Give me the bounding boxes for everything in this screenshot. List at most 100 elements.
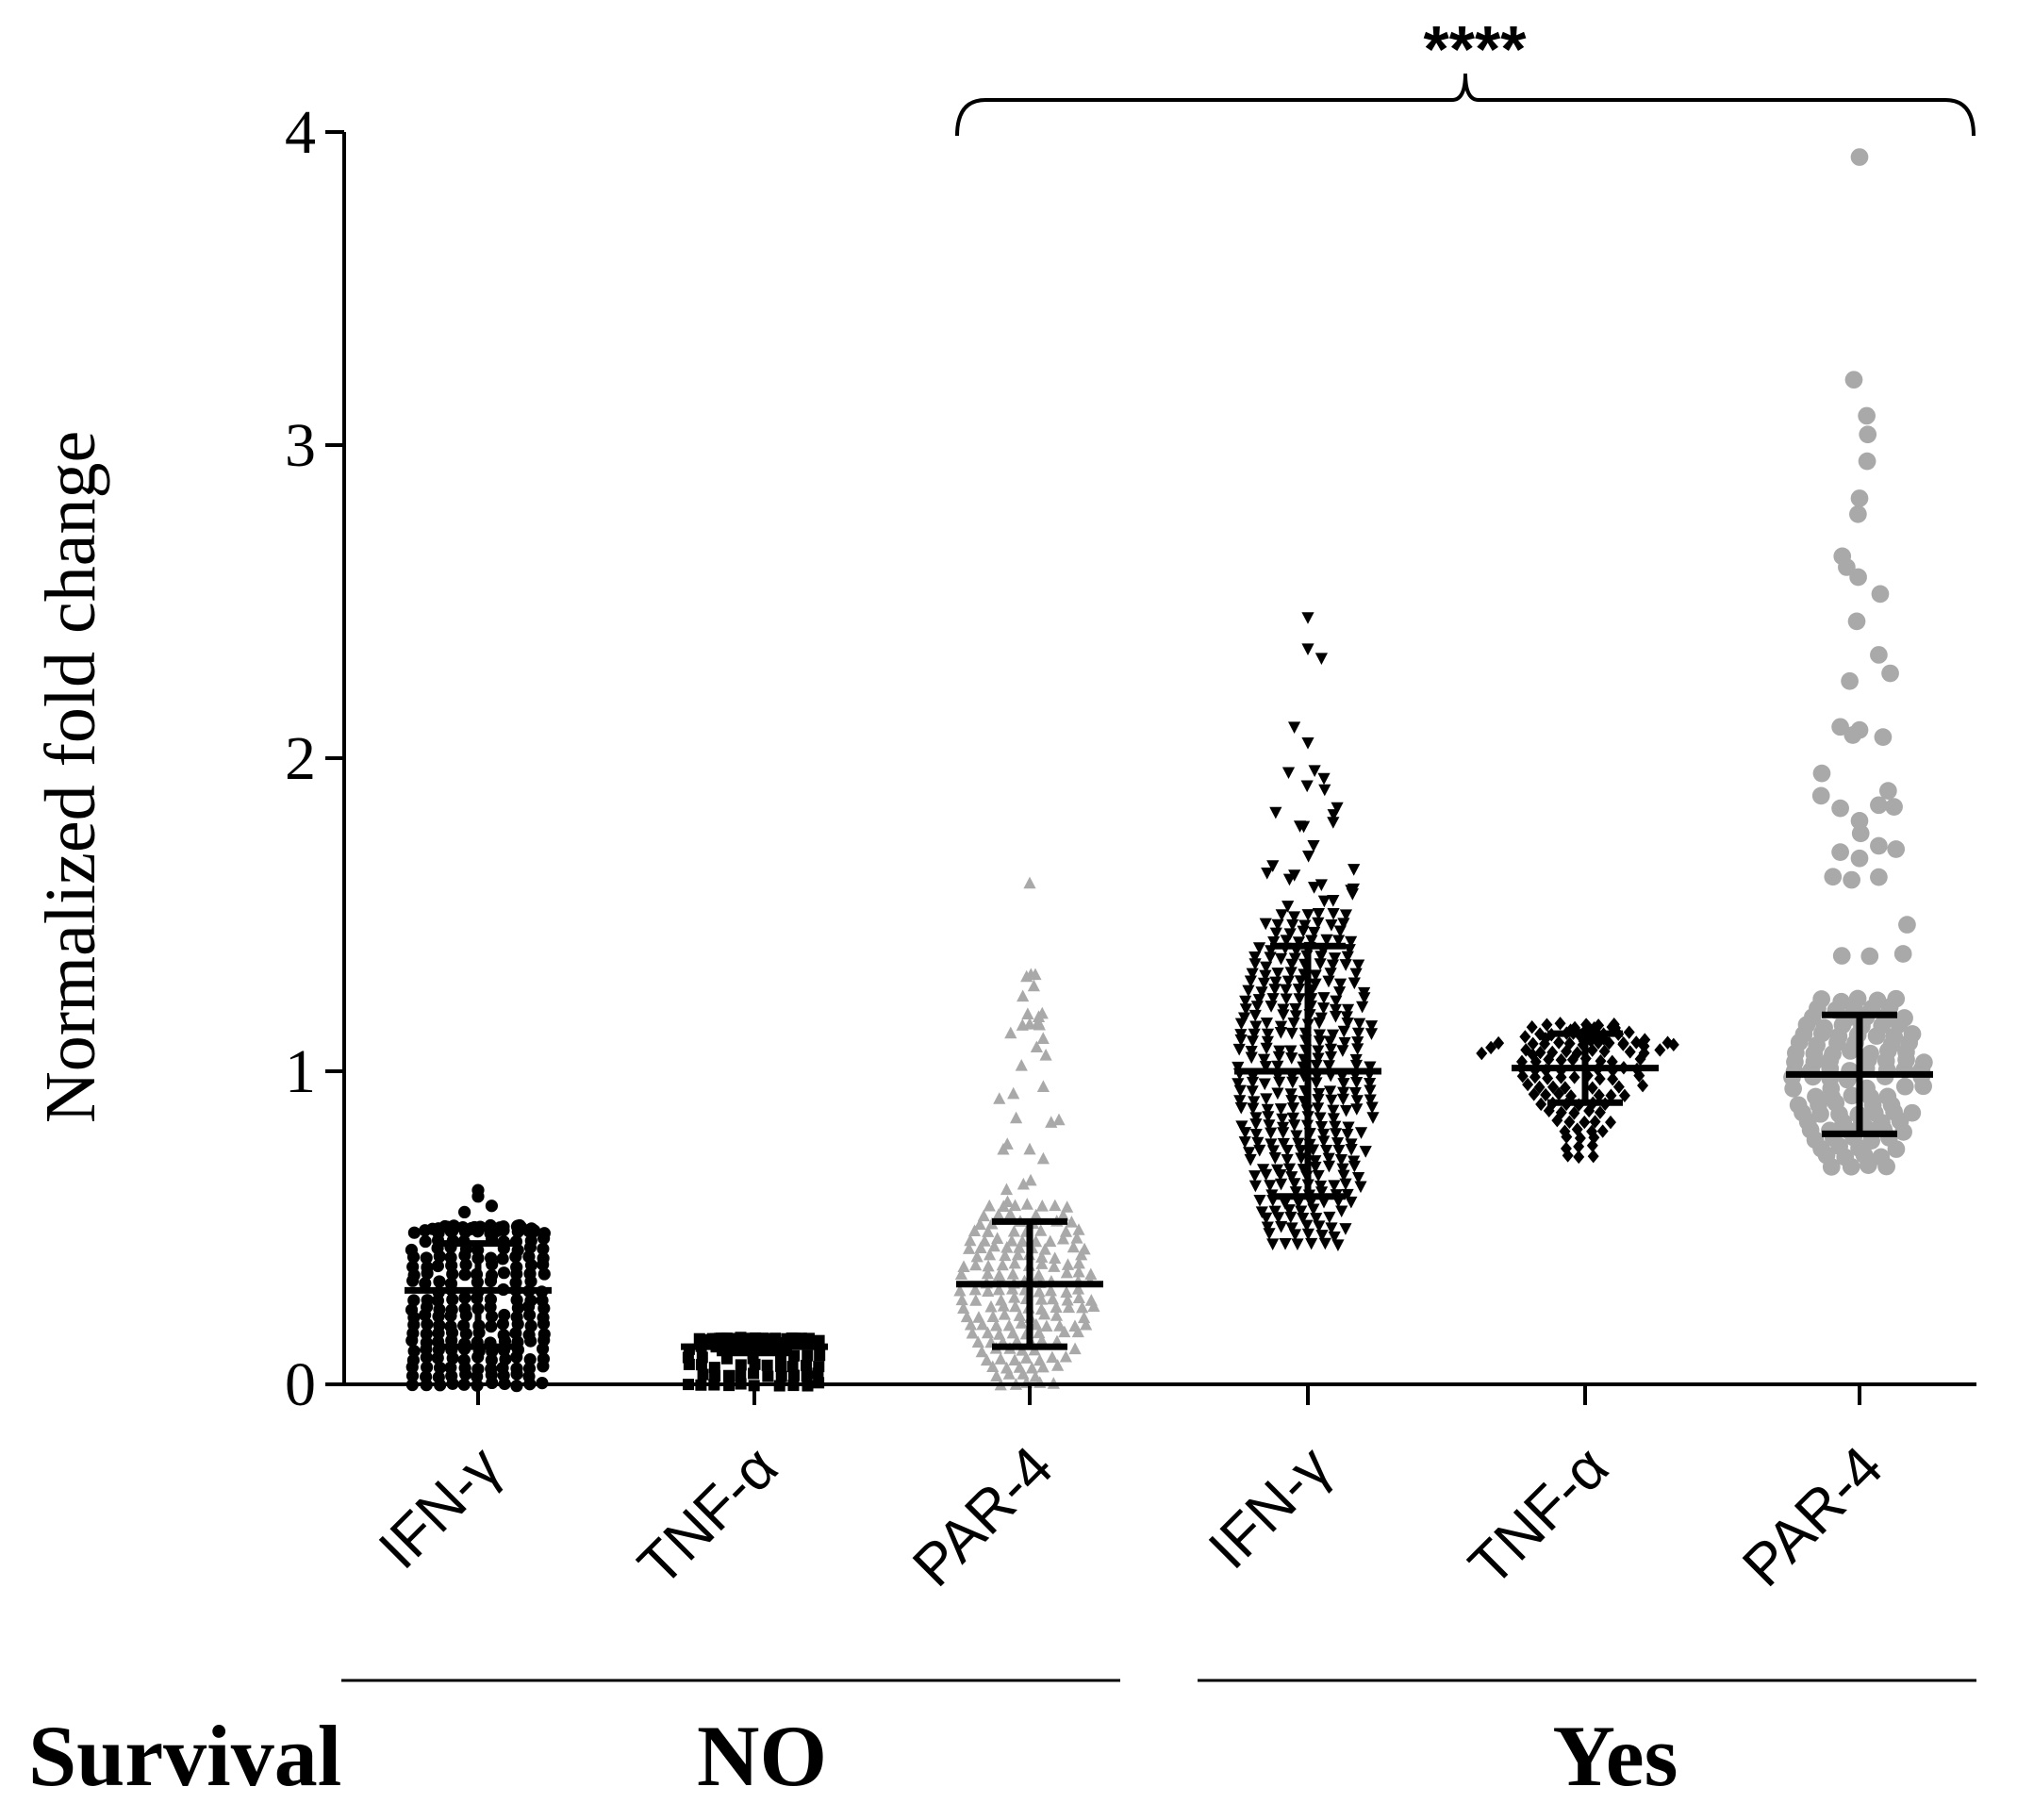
data-points-layer (405, 148, 1933, 1393)
data-point-3 (1253, 1194, 1266, 1207)
data-point-4 (1555, 1052, 1567, 1067)
data-point-4 (1667, 1037, 1679, 1052)
data-point-2 (1072, 1291, 1085, 1303)
data-point-3 (1309, 978, 1322, 991)
data-point-3 (1248, 1096, 1261, 1108)
data-point-2 (991, 1232, 1004, 1244)
data-point-2 (1034, 1224, 1048, 1236)
data-point-3 (1283, 928, 1297, 940)
data-point-3 (1280, 993, 1293, 1006)
data-point-2 (1040, 1319, 1053, 1332)
data-point-2 (1084, 1267, 1098, 1281)
data-point-0 (458, 1291, 471, 1304)
data-point-3 (1307, 839, 1320, 852)
data-point-0 (510, 1294, 523, 1307)
data-point-3 (1350, 1077, 1364, 1089)
data-point-3 (1277, 1137, 1290, 1150)
data-point-3 (1281, 767, 1296, 780)
data-point-5 (1903, 1103, 1922, 1122)
data-point-2 (1015, 1059, 1028, 1071)
outlier-point-3 (1301, 643, 1314, 655)
data-point-4 (1623, 1025, 1635, 1039)
data-point-2 (1056, 1208, 1070, 1221)
data-point-3 (1271, 918, 1284, 932)
data-point-2 (1035, 1200, 1049, 1212)
data-point-3 (1313, 1035, 1327, 1048)
data-point-3 (1252, 942, 1266, 954)
data-point-3 (1232, 1078, 1245, 1090)
data-point-3 (1249, 1118, 1263, 1131)
data-point-1 (801, 1360, 813, 1372)
data-point-3 (1331, 802, 1344, 815)
data-point-5 (1815, 1018, 1833, 1037)
data-point-3 (1339, 1104, 1353, 1117)
data-point-0 (433, 1318, 446, 1332)
data-point-2 (1000, 1183, 1014, 1196)
data-point-1 (762, 1370, 774, 1382)
data-point-2 (972, 1311, 985, 1323)
data-point-3 (1247, 1102, 1260, 1116)
data-point-1 (798, 1332, 810, 1345)
data-point-4 (1543, 1103, 1555, 1118)
data-point-2 (1030, 1208, 1043, 1221)
data-point-4 (1573, 1150, 1585, 1165)
data-point-2 (1060, 1266, 1073, 1279)
data-point-4 (1617, 1037, 1629, 1051)
data-point-3 (1310, 1059, 1323, 1072)
data-point-3 (1274, 1103, 1288, 1116)
data-point-0 (420, 1370, 433, 1383)
data-point-1 (748, 1367, 760, 1380)
data-point-3 (1320, 1145, 1333, 1157)
data-point-4 (1559, 1081, 1571, 1095)
data-point-2 (1033, 1326, 1046, 1339)
data-point-2 (1044, 1234, 1057, 1248)
data-point-3 (1347, 1155, 1361, 1168)
data-point-3 (1317, 992, 1331, 1004)
data-point-4 (1586, 1043, 1598, 1057)
category-label-5: PAR-4 (1730, 1434, 1895, 1599)
y-tick-label-0: 0 (285, 1350, 316, 1419)
data-point-3 (1261, 1103, 1274, 1117)
data-point-4 (1559, 1124, 1571, 1138)
data-point-3 (1326, 959, 1340, 972)
data-point-2 (964, 1233, 977, 1247)
data-point-4 (1546, 1045, 1559, 1060)
data-point-2 (1000, 1137, 1014, 1150)
data-point-3 (1244, 1153, 1257, 1166)
data-point-3 (1327, 817, 1340, 829)
data-point-3 (1347, 864, 1361, 876)
data-point-3 (1266, 1238, 1280, 1250)
data-point-0 (510, 1362, 523, 1375)
data-point-2 (1029, 1370, 1042, 1382)
category-label-3: IFN-γ (1197, 1434, 1344, 1581)
data-point-3 (1289, 1010, 1303, 1022)
data-point-4 (1574, 1131, 1586, 1146)
data-point-3 (1275, 909, 1288, 921)
data-point-3 (1317, 772, 1331, 786)
data-point-2 (1062, 1300, 1076, 1314)
data-point-3 (1260, 961, 1273, 974)
data-point-0 (458, 1268, 471, 1282)
summary-stats-layer (405, 942, 1933, 1357)
data-point-3 (1336, 1093, 1350, 1106)
data-point-2 (1050, 1309, 1064, 1321)
outlier-point-3 (1314, 653, 1328, 665)
data-point-3 (1310, 1213, 1323, 1225)
data-point-3 (1248, 1028, 1261, 1041)
data-point-3 (1287, 1018, 1300, 1030)
data-point-3 (1289, 1186, 1302, 1199)
data-point-3 (1245, 1051, 1258, 1065)
data-point-5 (1849, 505, 1867, 523)
outlier-point-5 (1850, 812, 1869, 830)
data-point-1 (814, 1349, 826, 1362)
data-point-4 (1638, 1046, 1650, 1060)
data-point-2 (1080, 1317, 1093, 1331)
data-point-0 (433, 1275, 446, 1288)
data-point-2 (1072, 1256, 1085, 1269)
data-point-2 (993, 1092, 1006, 1104)
data-point-1 (802, 1349, 814, 1362)
outlier-point-2 (1023, 1142, 1036, 1155)
data-point-2 (999, 1249, 1012, 1262)
data-point-3 (1329, 1010, 1343, 1023)
data-point-2 (1033, 1353, 1047, 1366)
